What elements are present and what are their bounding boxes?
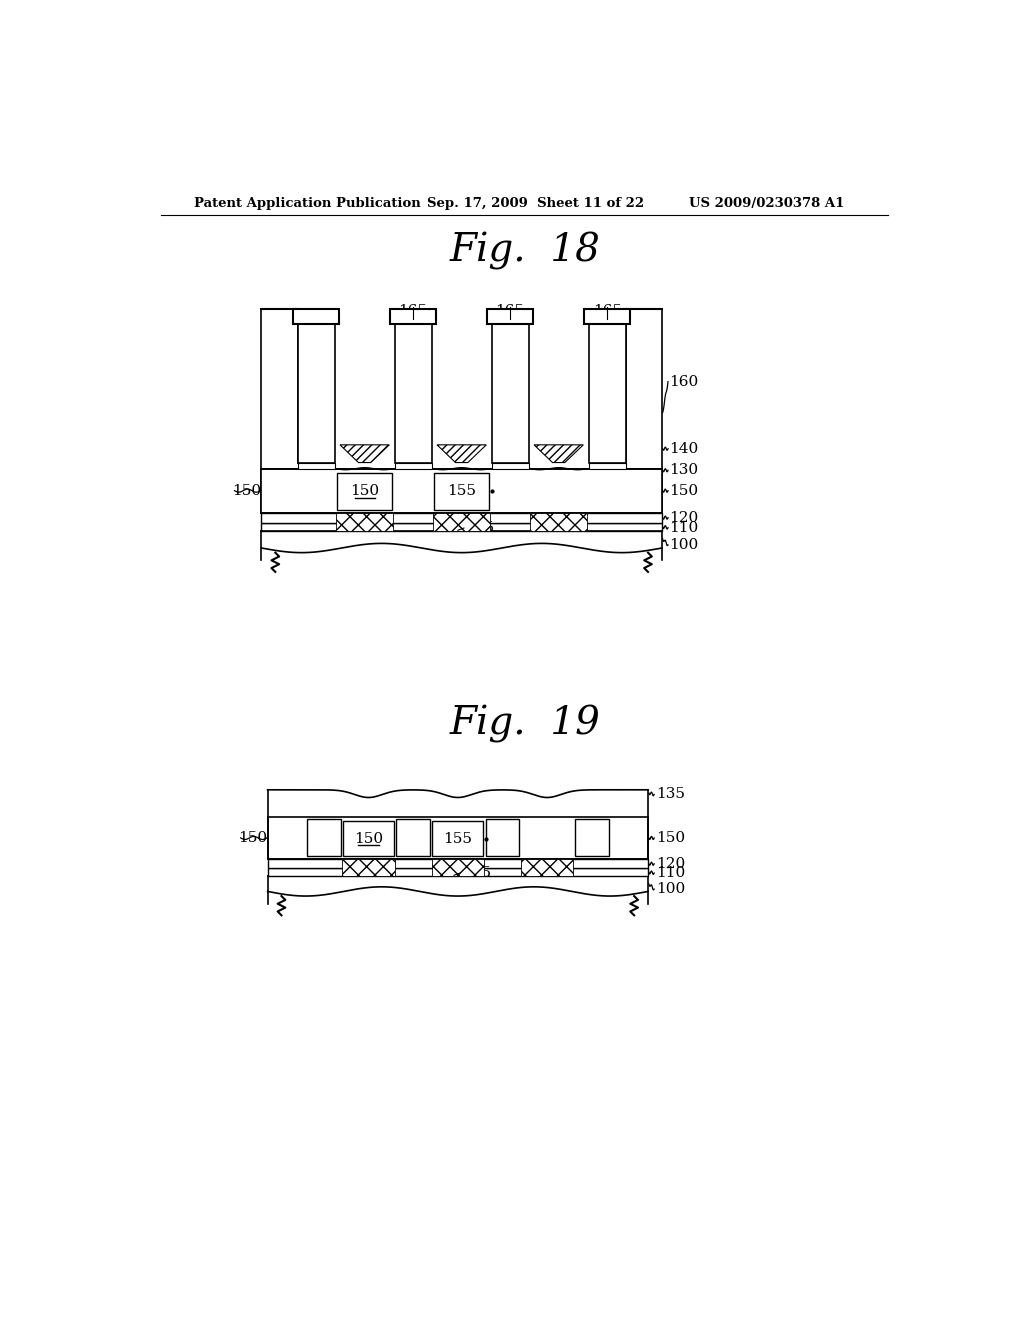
Text: 130: 130 — [670, 463, 698, 478]
Bar — [342, 859, 394, 876]
Bar — [433, 512, 490, 531]
Polygon shape — [437, 445, 486, 462]
Text: 155: 155 — [447, 484, 476, 499]
Bar — [394, 323, 432, 462]
Bar — [267, 817, 648, 859]
Text: 150: 150 — [670, 483, 698, 498]
Bar — [485, 818, 519, 857]
Text: 120: 120 — [655, 857, 685, 871]
Polygon shape — [535, 445, 584, 462]
Bar — [298, 462, 335, 469]
Polygon shape — [626, 469, 662, 512]
Text: Patent Application Publication: Patent Application Publication — [195, 197, 421, 210]
Bar — [343, 821, 394, 857]
Text: US 2009/0230378 A1: US 2009/0230378 A1 — [689, 197, 844, 210]
Text: 110: 110 — [670, 520, 698, 535]
Bar — [336, 512, 393, 531]
Bar — [432, 821, 483, 857]
Bar — [396, 818, 430, 857]
Bar — [337, 474, 392, 510]
Text: 155: 155 — [443, 832, 472, 846]
Bar — [432, 859, 484, 876]
Text: Fig.  19: Fig. 19 — [450, 705, 600, 743]
Bar — [261, 469, 662, 512]
Polygon shape — [340, 445, 389, 462]
Text: Fig.  18: Fig. 18 — [450, 232, 600, 269]
Bar — [521, 859, 573, 876]
Bar — [589, 323, 626, 462]
Text: 100: 100 — [670, 539, 698, 552]
Text: 165: 165 — [593, 304, 622, 318]
Text: 120: 120 — [670, 511, 698, 524]
Text: 150: 150 — [232, 483, 261, 498]
Text: 110: 110 — [655, 866, 685, 880]
Text: 165: 165 — [398, 304, 428, 318]
Bar — [307, 818, 341, 857]
Polygon shape — [261, 469, 298, 512]
Bar — [530, 512, 587, 531]
Bar — [298, 323, 335, 462]
Text: 150: 150 — [655, 830, 685, 845]
Text: 140: 140 — [670, 442, 698, 455]
Text: 150: 150 — [239, 830, 267, 845]
Bar — [492, 323, 528, 462]
Text: Sep. 17, 2009  Sheet 11 of 22: Sep. 17, 2009 Sheet 11 of 22 — [427, 197, 644, 210]
Bar — [394, 462, 432, 469]
Bar — [267, 869, 648, 876]
Text: 150: 150 — [354, 832, 383, 846]
Text: 100: 100 — [655, 882, 685, 896]
Bar — [293, 309, 339, 323]
Text: 135: 135 — [655, 788, 685, 801]
Bar — [589, 462, 626, 469]
Text: 115: 115 — [462, 866, 490, 880]
Bar — [492, 462, 528, 469]
Bar — [267, 859, 648, 869]
Bar — [261, 531, 662, 554]
Text: 150: 150 — [350, 484, 379, 499]
Text: 160: 160 — [670, 375, 698, 388]
Bar — [487, 309, 534, 323]
Bar — [261, 512, 662, 523]
Text: 115: 115 — [466, 521, 495, 535]
Bar — [434, 474, 489, 510]
Bar — [390, 309, 436, 323]
Text: 165: 165 — [496, 304, 524, 318]
Bar — [574, 818, 608, 857]
Bar — [261, 523, 662, 531]
Bar — [584, 309, 631, 323]
